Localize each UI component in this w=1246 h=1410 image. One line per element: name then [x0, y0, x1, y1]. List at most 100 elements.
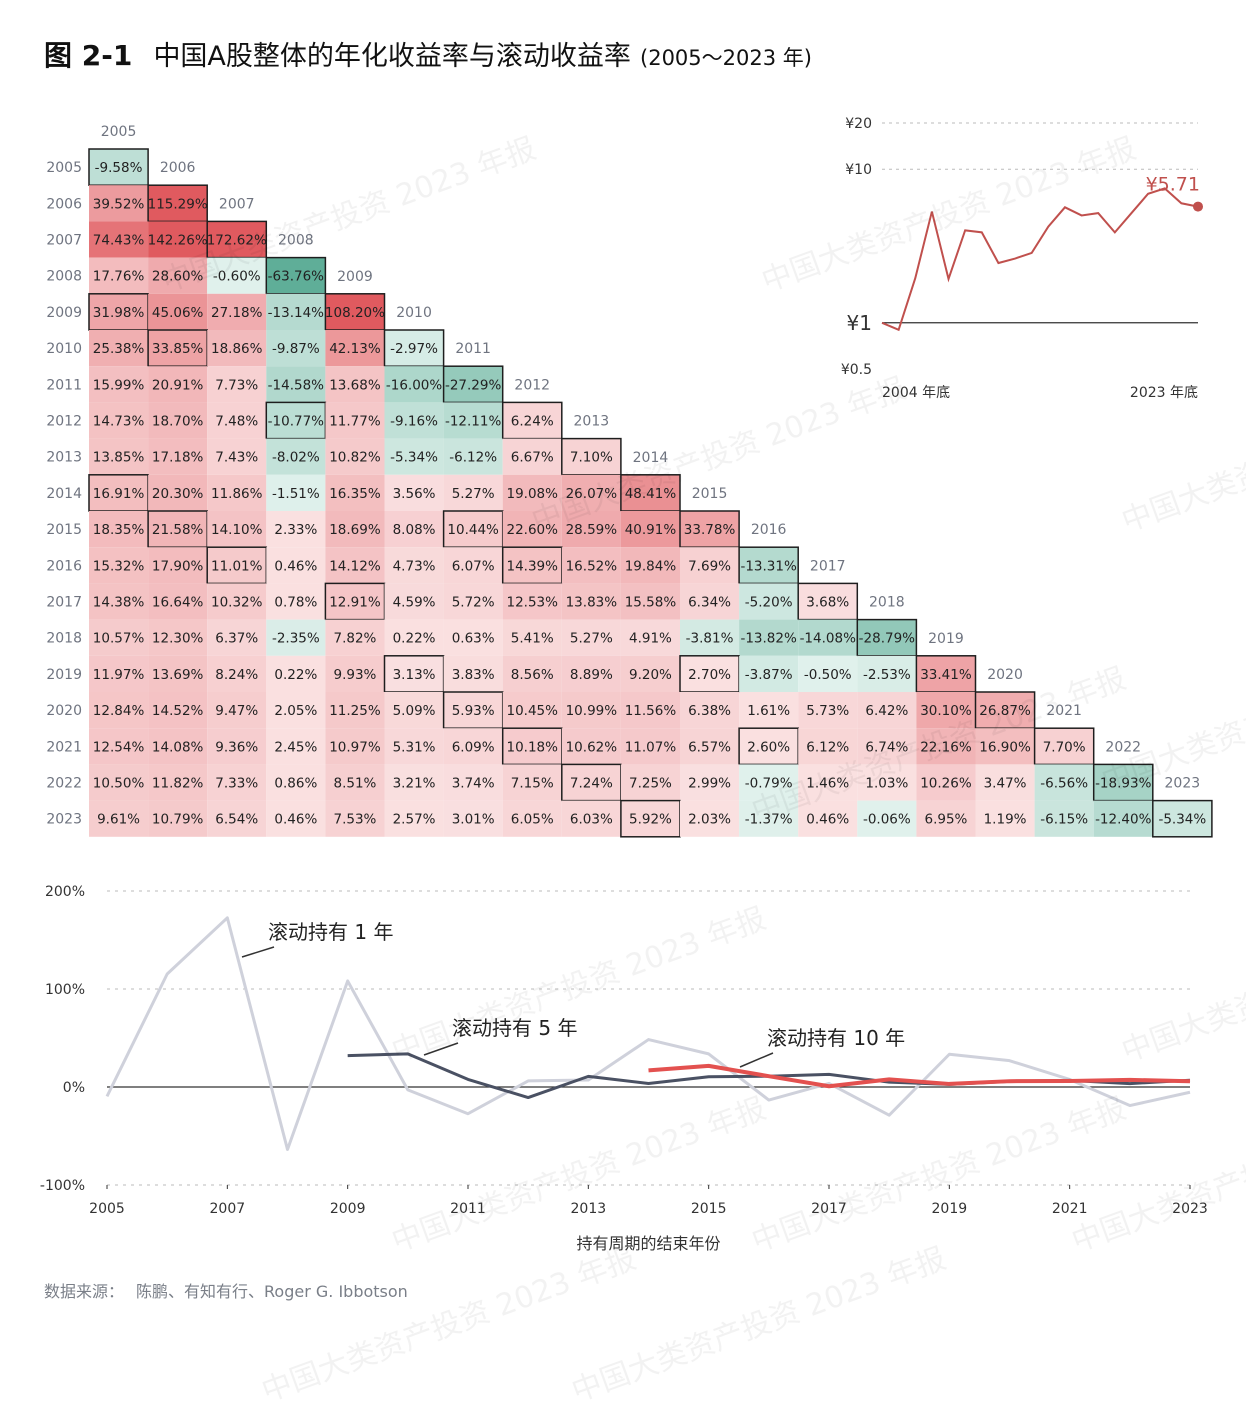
heatmap-value: -1.37% — [745, 812, 793, 828]
heatmap-value: 3.01% — [452, 812, 495, 828]
row-label: 2010 — [46, 341, 82, 357]
heatmap-cell — [89, 728, 149, 765]
heatmap-cell — [88, 148, 149, 186]
heatmap-cell — [148, 692, 208, 729]
heatmap-cell — [856, 618, 918, 657]
inset-x-label-end: 2023 年底 — [1130, 385, 1198, 401]
x-tick-label: 2005 — [89, 1201, 125, 1217]
heatmap-cell — [443, 655, 503, 692]
heatmap-value: 3.74% — [452, 776, 495, 792]
heatmap-value: 11.97% — [93, 667, 145, 683]
x-tick-label: 2015 — [691, 1201, 727, 1217]
heatmap-cell — [502, 511, 562, 548]
heatmap-value: 10.44% — [447, 522, 499, 538]
heatmap-cell — [501, 546, 563, 585]
heatmap-cell — [975, 800, 1035, 837]
heatmap-value: 18.70% — [152, 414, 204, 430]
heatmap-value: -6.12% — [449, 450, 497, 466]
column-label: 2019 — [928, 631, 964, 647]
heatmap-value: 14.08% — [152, 739, 204, 755]
heatmap-cell — [324, 582, 386, 621]
heatmap-value: 2.45% — [274, 739, 317, 755]
heatmap-cell — [561, 692, 621, 729]
heatmap-value: 14.39% — [507, 558, 559, 574]
heatmap-value: 10.26% — [920, 776, 972, 792]
figure-number: 图 2-1 — [44, 39, 133, 72]
heatmap-value: 10.79% — [152, 812, 204, 828]
heatmap-value: 13.69% — [152, 667, 204, 683]
heatmap-value: -12.40% — [1095, 812, 1152, 828]
heatmap-cell — [207, 293, 267, 330]
heatmap-cell — [680, 692, 740, 729]
heatmap-cell — [148, 257, 208, 294]
heatmap-value: 18.69% — [329, 522, 381, 538]
heatmap-value: 8.89% — [570, 667, 613, 683]
heatmap-cell — [561, 511, 621, 548]
heatmap-value: 11.82% — [152, 776, 204, 792]
heatmap-cell — [443, 583, 503, 620]
heatmap-cell — [680, 547, 740, 584]
heatmap-value: 12.30% — [152, 631, 204, 647]
x-axis-title: 持有周期的结束年份 — [576, 1234, 720, 1253]
heatmap-cell — [502, 438, 562, 475]
y-tick-label: -100% — [40, 1178, 85, 1194]
heatmap-cell — [266, 583, 326, 620]
heatmap-cell — [561, 437, 622, 476]
heatmap-value: -3.81% — [686, 631, 734, 647]
heatmap-value: 7.70% — [1043, 739, 1086, 755]
heatmap-cell — [89, 800, 149, 837]
heatmap-value: 0.46% — [274, 812, 317, 828]
heatmap-value: 31.98% — [93, 305, 145, 321]
heatmap-cell — [384, 511, 444, 548]
heatmap-cell — [443, 547, 503, 584]
column-label: 2009 — [337, 269, 373, 285]
heatmap-value: -5.20% — [745, 595, 793, 611]
heatmap-value: 5.41% — [511, 631, 554, 647]
heatmap-cell — [148, 583, 208, 620]
heatmap-cell — [443, 800, 503, 837]
heatmap-cell — [857, 655, 917, 692]
heatmap-value: 45.06% — [152, 305, 204, 321]
x-tick-label: 2021 — [1052, 1201, 1088, 1217]
heatmap-value: 0.63% — [452, 631, 495, 647]
figure-title: 中国A股整体的年化收益率与滚动收益率 — [153, 41, 631, 72]
heatmap-cell — [620, 655, 680, 692]
inset-y-tick: ¥1 — [847, 311, 872, 335]
heatmap-value: 2.57% — [393, 812, 436, 828]
x-tick-label: 2011 — [450, 1201, 486, 1217]
heatmap-value: 7.24% — [570, 776, 613, 792]
heatmap-cell — [916, 728, 976, 765]
heatmap-value: 6.54% — [215, 812, 258, 828]
heatmap-value: 6.12% — [806, 739, 849, 755]
heatmap-cell — [680, 619, 740, 656]
heatmap-value: 6.95% — [925, 812, 968, 828]
heatmap-value: 11.01% — [211, 558, 263, 574]
heatmap-cell — [916, 692, 976, 729]
heatmap-value: 7.25% — [629, 776, 672, 792]
heatmap-value: 7.33% — [215, 776, 258, 792]
heatmap-cell — [148, 728, 208, 765]
heatmap-value: 6.42% — [865, 703, 908, 719]
heatmap-value: 0.46% — [806, 812, 849, 828]
heatmap-value: 4.59% — [393, 595, 436, 611]
inset-end-label: ¥5.71 — [1146, 174, 1200, 196]
heatmap-value: -6.56% — [1040, 776, 1088, 792]
heatmap-cell — [384, 366, 444, 403]
heatmap-value: 2.03% — [688, 812, 731, 828]
heatmap-cell — [148, 655, 208, 692]
heatmap-cell — [443, 438, 503, 475]
row-label: 2007 — [46, 233, 82, 249]
heatmap-cell — [325, 511, 385, 548]
heatmap-value: 6.07% — [452, 558, 495, 574]
heatmap-cell — [89, 366, 149, 403]
heatmap-cell — [561, 800, 621, 837]
heatmap-value: 10.45% — [507, 703, 559, 719]
heatmap-cell — [89, 221, 149, 258]
column-label: 2016 — [751, 522, 787, 538]
heatmap-value: 4.91% — [629, 631, 672, 647]
heatmap-value: 14.10% — [211, 522, 263, 538]
heatmap-value: 20.30% — [152, 486, 204, 502]
heatmap-cell — [502, 583, 562, 620]
heatmap-value: 12.54% — [93, 739, 145, 755]
row-label: 2008 — [46, 269, 82, 285]
